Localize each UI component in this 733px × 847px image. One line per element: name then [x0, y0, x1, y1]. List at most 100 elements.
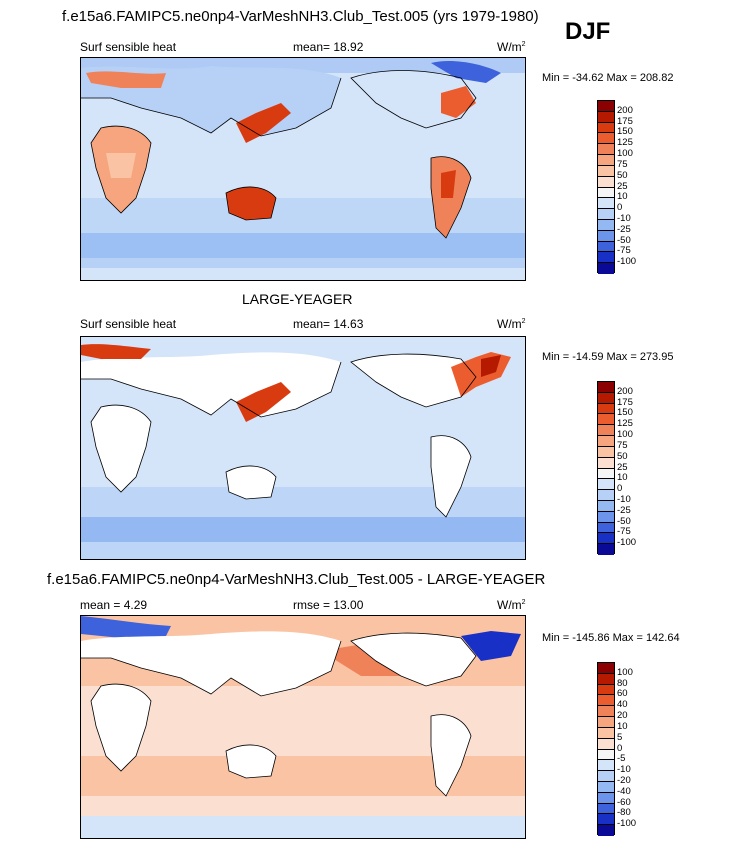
panel-3-colorbar-label: -100: [617, 818, 637, 830]
panel-3-colorbar-box: [598, 803, 614, 815]
panel-3-colorbar-label: -60: [617, 796, 631, 808]
panel-1-colorbar-box: [598, 176, 614, 188]
panel-3-colorbar-box: [598, 825, 614, 836]
panel-1-colorbar: [597, 100, 615, 274]
panel-2-colorbar-label: 10: [617, 472, 628, 484]
panel-2-mean-label: mean= 14.63: [293, 317, 364, 331]
panel-1-colorbar-box: [598, 111, 614, 123]
panel-1-colorbar-label: 50: [617, 169, 628, 181]
panel-3-title: f.e15a6.FAMIPC5.ne0np4-VarMeshNH3.Club_T…: [47, 571, 546, 588]
panel-3-colorbar-label: -20: [617, 774, 631, 786]
panel-3-colorbar: [597, 662, 615, 836]
panel-3-colorbar-label: 10: [617, 720, 628, 732]
panel-1-colorbar-box: [598, 241, 614, 253]
panel-1-colorbar-label: 10: [617, 191, 628, 203]
panel-1-colorbar-box: [598, 209, 614, 220]
panel-2-map: [80, 336, 526, 560]
panel-1-colorbar-label: 25: [617, 180, 628, 192]
panel-3-colorbar-box: [598, 673, 614, 685]
panel-1-colorbar-label: 75: [617, 158, 628, 170]
panel-2-colorbar-label: -75: [617, 526, 631, 538]
panel-2-colorbar-label: 100: [617, 429, 633, 441]
panel-3-colorbar-box: [598, 781, 614, 793]
panel-1-colorbar-box: [598, 187, 614, 199]
panel-1-colorbar-label: -100: [617, 256, 637, 268]
panel-1-colorbar-label: 100: [617, 148, 633, 160]
panel-3-colorbar-box: [598, 684, 614, 696]
panel-3-colorbar-label: 20: [617, 710, 628, 722]
panel-1-units: W/m2: [497, 40, 526, 54]
panel-1-colorbar-box: [598, 155, 614, 166]
panel-1-colorbar-box: [598, 144, 614, 156]
panel-1-colorbar-box: [598, 165, 614, 177]
panel-2-colorbar-box: [598, 403, 614, 415]
panel-3-colorbar-label: -80: [617, 807, 631, 819]
panel-3-colorbar-box: [598, 771, 614, 782]
panel-3-colorbar-label: 40: [617, 699, 628, 711]
panel-3-colorbar-label: 0: [617, 742, 623, 754]
panel-2-units: W/m2: [497, 317, 526, 331]
panel-2-colorbar-label: -25: [617, 504, 631, 516]
panel-3-rmse-label: rmse = 13.00: [293, 598, 364, 612]
panel-1-colorbar-box: [598, 263, 614, 274]
panel-2-colorbar-box: [598, 522, 614, 534]
panel-1-colorbar-label: 0: [617, 202, 623, 214]
panel-2-title: LARGE-YEAGER: [242, 291, 353, 307]
panel-2-colorbar-box: [598, 468, 614, 480]
panel-2-min-max: Min = -14.59 Max = 273.95: [542, 351, 674, 363]
panel-3-colorbar-label: -5: [617, 753, 626, 765]
panel-2-colorbar-label: 75: [617, 439, 628, 451]
panel-3-min-max: Min = -145.86 Max = 142.64: [542, 632, 680, 644]
panel-3-colorbar-label: 100: [617, 666, 633, 678]
panel-2-colorbar-label: -50: [617, 515, 631, 527]
panel-3-colorbar-box: [598, 792, 614, 804]
panel-1-colorbar-box: [598, 122, 614, 134]
panel-3-colorbar-box: [598, 814, 614, 826]
panel-2-colorbar-label: 0: [617, 483, 623, 495]
panel-3-colorbar-label: 80: [617, 677, 628, 689]
panel-2-colorbar-label: 200: [617, 385, 633, 397]
panel-2-colorbar-box: [598, 457, 614, 469]
panel-2-colorbar: [597, 381, 615, 555]
panel-2-colorbar-box: [598, 425, 614, 437]
panel-3-colorbar-box: [598, 663, 614, 674]
panel-3-colorbar-label: -10: [617, 764, 631, 776]
panel-3-map: [80, 615, 526, 839]
panel-1-colorbar-box: [598, 198, 614, 210]
panel-1-colorbar-box: [598, 219, 614, 231]
panel-2-colorbar-box: [598, 490, 614, 501]
panel-2-colorbar-label: 175: [617, 396, 633, 408]
panel-1-variable-label: Surf sensible heat: [80, 40, 177, 54]
panel-1-colorbar-label: -25: [617, 223, 631, 235]
panel-3-colorbar-label: 5: [617, 731, 623, 743]
panel-3-colorbar-label: 60: [617, 688, 628, 700]
panel-2-colorbar-box: [598, 414, 614, 426]
panel-2-colorbar-label: -100: [617, 537, 637, 549]
panel-3-colorbar-box: [598, 760, 614, 772]
panel-3-colorbar-box: [598, 727, 614, 739]
panel-1-colorbar-label: -75: [617, 245, 631, 257]
panel-1-map: [80, 57, 526, 281]
panel-2-colorbar-label: -10: [617, 493, 631, 505]
panel-1-colorbar-box: [598, 252, 614, 264]
panel-2-variable-label: Surf sensible heat: [80, 317, 177, 331]
panel-1-min-max: Min = -34.62 Max = 208.82: [542, 72, 674, 84]
panel-1-colorbar-box: [598, 133, 614, 145]
panel-3-colorbar-box: [598, 706, 614, 718]
panel-1-colorbar-label: 200: [617, 104, 633, 116]
panel-2-colorbar-box: [598, 382, 614, 393]
panel-1-colorbar-label: 175: [617, 115, 633, 127]
panel-3-colorbar-box: [598, 749, 614, 761]
panel-3-colorbar-box: [598, 738, 614, 750]
panel-1-colorbar-label: -10: [617, 212, 631, 224]
figure-title: f.e15a6.FAMIPC5.ne0np4-VarMeshNH3.Club_T…: [62, 8, 539, 25]
panel-2-colorbar-box: [598, 533, 614, 545]
panel-2-colorbar-box: [598, 479, 614, 491]
panel-3-colorbar-box: [598, 717, 614, 728]
panel-3-units: W/m2: [497, 598, 526, 612]
panel-2-colorbar-box: [598, 511, 614, 523]
panel-2-colorbar-label: 25: [617, 461, 628, 473]
panel-2-colorbar-box: [598, 392, 614, 404]
panel-2-colorbar-label: 125: [617, 418, 633, 430]
panel-1-colorbar-box: [598, 230, 614, 242]
